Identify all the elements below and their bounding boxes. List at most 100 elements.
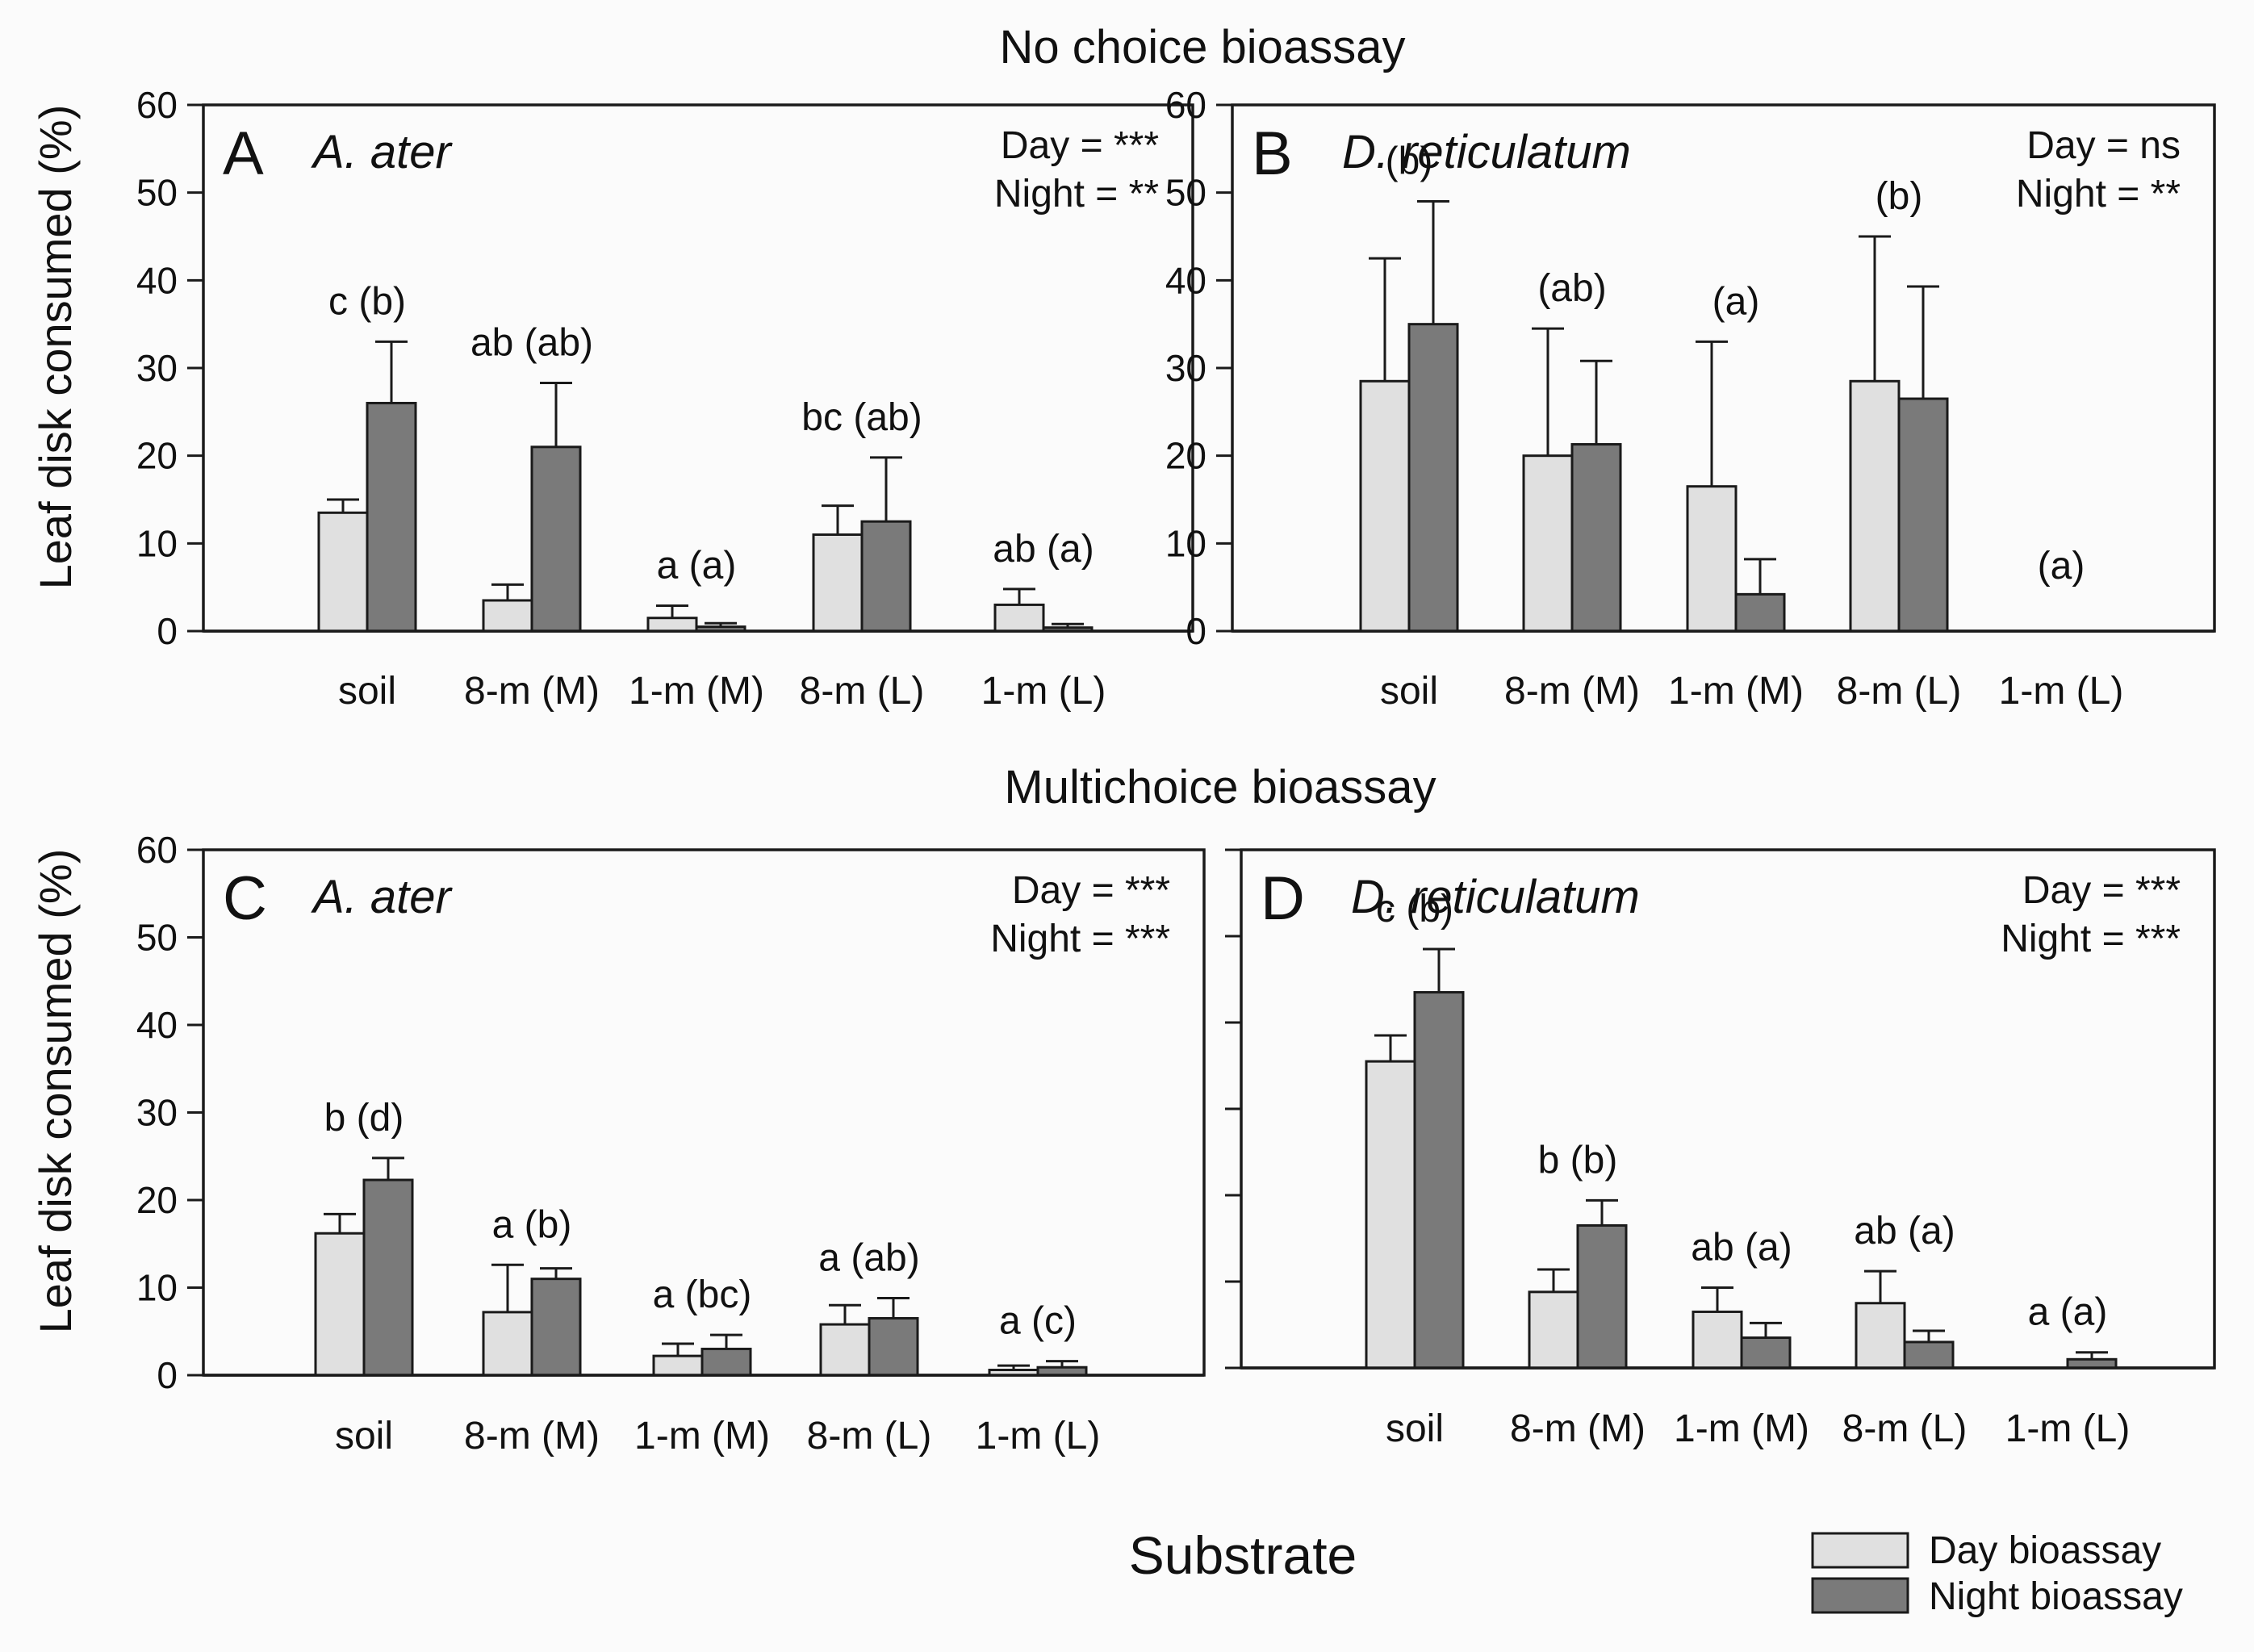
bar-a-day [812, 533, 864, 633]
y-tick-label-c: 50 [136, 917, 178, 959]
y-tick-label-c: 40 [136, 1004, 178, 1046]
significance-label-a: a (a) [657, 544, 737, 587]
x-axis-label: Substrate [1129, 1525, 1357, 1585]
bar-c-night [700, 1347, 752, 1377]
panel-letter-a: A [223, 119, 264, 188]
bar-a-night [860, 520, 912, 633]
bar-a-day [993, 603, 1045, 633]
significance-label-b: (a) [1712, 280, 1760, 323]
y-tick-label-c: 10 [136, 1267, 178, 1309]
y-tick-label-b: 30 [1165, 347, 1206, 389]
panel-c: 0 10 20 30 40 50 60 C A. ater Day = *** Night = **… [136, 829, 1206, 1458]
panel-d: D D. reticulatum Day = *** Night = *** c (b)… [1225, 848, 2216, 1450]
y-tick-label-a: 40 [136, 259, 178, 301]
significance-label-a: ab (ab) [470, 321, 593, 364]
panels: 0 10 20 30 40 50 60 A A. ater Day = *** Night = **… [136, 84, 2216, 1458]
x-tick-label-c: 8-m (L) [807, 1415, 932, 1458]
x-tick-label-a: 8-m (L) [800, 670, 925, 713]
significance-label-c: a (b) [492, 1203, 572, 1246]
section-title-multichoice: Multichoice bioassay [1004, 761, 1436, 813]
section-title-no-choice: No choice bioassay [1000, 21, 1406, 73]
significance-label-b: (a) [2038, 545, 2085, 588]
bar-d-day [1692, 1310, 1743, 1370]
panel-b: 0 10 20 30 40 50 60 B D. reticulatum Day = ns Nigh… [1165, 84, 2216, 713]
y-axis-label-top: Leaf disk consumed (%) [30, 105, 81, 590]
significance-label-b: (ab) [1537, 267, 1606, 310]
x-tick-label-a: 8-m (M) [464, 670, 600, 713]
panel-a: 0 10 20 30 40 50 60 A A. ater Day = *** Night = **… [136, 84, 1194, 713]
x-tick-label-c: 1-m (L) [976, 1415, 1101, 1458]
bar-d-night [1576, 1223, 1628, 1370]
y-tick-label-a: 60 [136, 84, 178, 126]
y-tick-label-b: 20 [1165, 435, 1206, 477]
x-tick-label-a: soil [338, 670, 396, 713]
significance-label-d: b (b) [1538, 1139, 1618, 1181]
bar-d-night [1413, 991, 1465, 1370]
species-label-d: D. reticulatum [1351, 871, 1640, 923]
stats-label-d: Day = *** [2022, 869, 2181, 912]
significance-label-d: c (b) [1376, 888, 1453, 931]
bar-b-day [1849, 379, 1901, 633]
x-tick-label-d: 8-m (L) [1842, 1407, 1968, 1450]
y-tick-label-b: 0 [1186, 610, 1206, 652]
bar-a-day [482, 599, 533, 633]
significance-label-c: b (d) [324, 1097, 404, 1140]
stats-label-d: Night = *** [2001, 918, 2181, 960]
stats-label-c: Day = *** [1012, 869, 1170, 912]
x-tick-label-a: 1-m (M) [629, 670, 764, 713]
x-tick-label-b: soil [1380, 670, 1438, 713]
significance-label-d: a (a) [2028, 1291, 2108, 1334]
x-tick-label-b: 8-m (M) [1504, 670, 1640, 713]
bar-c-day [819, 1323, 871, 1377]
stats-label-b: Day = ns [2026, 124, 2181, 167]
legend: Day bioassay Night bioassay [1811, 1529, 2183, 1618]
significance-label-a: c (b) [328, 280, 406, 323]
panel-letter-c: C [223, 864, 267, 933]
bar-c-night [362, 1178, 414, 1377]
y-tick-label-a: 10 [136, 522, 178, 564]
bar-b-day [1522, 454, 1574, 633]
y-tick-label-b: 60 [1165, 84, 1206, 126]
y-tick-label-b: 10 [1165, 522, 1206, 564]
y-tick-label-b: 40 [1165, 259, 1206, 301]
x-tick-label-d: 1-m (L) [2005, 1407, 2131, 1450]
species-label-b: D. reticulatum [1342, 126, 1631, 178]
x-tick-label-b: 1-m (M) [1668, 670, 1804, 713]
y-tick-label-a: 50 [136, 172, 178, 214]
panel-letter-b: B [1252, 119, 1293, 188]
legend-label-night: Night bioassay [1929, 1575, 2183, 1618]
stats-label-b: Night = ** [2016, 173, 2181, 215]
bar-c-night [868, 1316, 919, 1377]
bar-c-day [482, 1311, 533, 1377]
x-tick-label-d: soil [1386, 1407, 1444, 1450]
y-axis-label-bottom: Leaf disk consumed (%) [30, 849, 81, 1334]
bar-d-night [1903, 1340, 1955, 1370]
y-tick-label-a: 0 [157, 610, 178, 652]
bar-d-day [1365, 1060, 1416, 1370]
significance-label-b: (b) [1386, 140, 1433, 183]
species-label-c: A. ater [311, 871, 454, 923]
bar-c-day [652, 1354, 704, 1377]
bar-c-day [314, 1232, 366, 1377]
significance-label-d: ab (a) [1854, 1210, 1955, 1253]
bar-b-night [1570, 443, 1622, 633]
panel-letter-d: D [1261, 864, 1305, 933]
bar-a-day [646, 617, 698, 633]
x-tick-label-b: 8-m (L) [1837, 670, 1962, 713]
y-tick-label-a: 30 [136, 347, 178, 389]
bar-c-night [530, 1278, 582, 1377]
legend-swatch-night [1811, 1577, 1909, 1614]
x-tick-label-c: soil [335, 1415, 393, 1458]
x-tick-label-b: 1-m (L) [1999, 670, 2124, 713]
bar-b-night [1734, 592, 1786, 633]
significance-label-a: ab (a) [993, 528, 1094, 571]
stats-label-a: Day = *** [1001, 124, 1159, 167]
legend-swatch-day [1811, 1532, 1909, 1569]
y-tick-label-a: 20 [136, 435, 178, 477]
stats-label-c: Night = *** [990, 918, 1170, 960]
bar-d-day [1528, 1290, 1579, 1370]
y-tick-label-c: 30 [136, 1092, 178, 1134]
bar-b-day [1359, 379, 1411, 633]
bar-b-day [1686, 485, 1738, 633]
significance-label-b: (b) [1876, 175, 1923, 218]
